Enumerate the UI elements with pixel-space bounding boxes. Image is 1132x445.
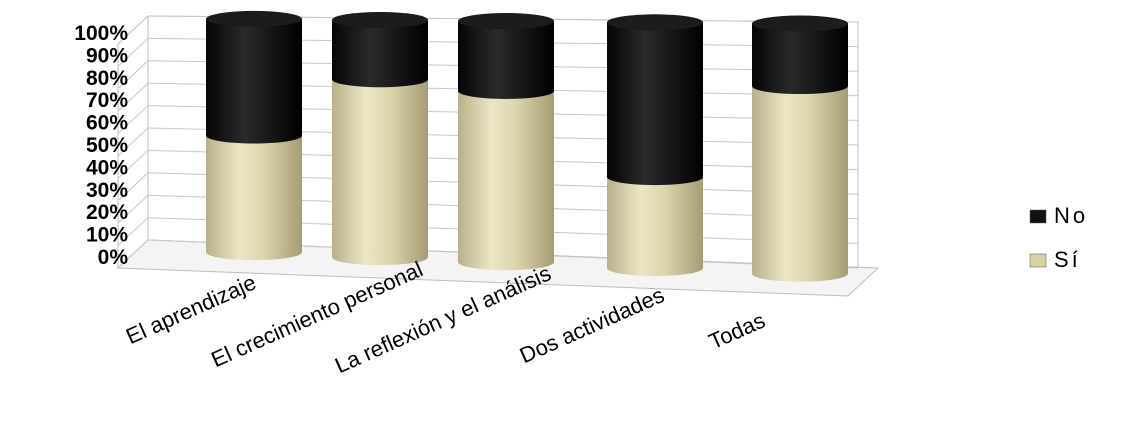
bar-si [458, 90, 554, 271]
y-tick-label: 90% [86, 44, 128, 67]
bar-cap [607, 14, 703, 31]
y-tick-label: 30% [86, 179, 128, 202]
gridline-side [117, 194, 149, 224]
gridline-side [117, 239, 149, 269]
x-tick-label: Todas [705, 308, 769, 355]
legend-swatch [1029, 253, 1047, 268]
bar-no [332, 19, 428, 88]
bar-group [206, 10, 302, 261]
bar-no [458, 21, 554, 99]
y-tick-label: 0% [98, 246, 129, 269]
bar-cap [332, 11, 428, 28]
bar-cap [752, 15, 848, 32]
bars [206, 10, 848, 282]
bar-group [607, 14, 703, 276]
legend: No Sí [1029, 203, 1088, 272]
gridline-side [117, 60, 149, 90]
bar-cap [458, 13, 554, 30]
bar-no [752, 23, 848, 95]
gridline-side [117, 105, 149, 134]
bar-group [458, 13, 554, 271]
legend-label: No [1054, 203, 1088, 228]
y-axis-ticks: 0%10%20%30%40%50%60%70%80%90%100% [74, 22, 128, 269]
gridline-side [117, 217, 149, 246]
bar-no [206, 18, 302, 144]
y-tick-label: 10% [86, 224, 128, 247]
x-tick-label: Dos actividades [516, 282, 668, 368]
y-tick-label: 40% [86, 156, 128, 179]
bar-si [607, 177, 703, 276]
gridline-side [117, 38, 149, 67]
y-tick-label: 80% [86, 67, 128, 90]
y-tick-label: 60% [86, 112, 128, 135]
legend-label: Sí [1054, 247, 1081, 272]
bar-si [332, 79, 428, 266]
y-tick-label: 70% [86, 89, 128, 112]
y-tick-label: 100% [74, 22, 128, 45]
gridline-side [117, 127, 149, 157]
bar-group [332, 11, 428, 266]
bar-group [752, 15, 848, 282]
bar-cap [206, 10, 302, 27]
gridline-side [117, 172, 149, 202]
bar-no [607, 22, 703, 186]
y-tick-label: 50% [86, 134, 128, 157]
bar-si [206, 135, 302, 261]
gridline-side [117, 150, 149, 179]
gridline-side [117, 82, 149, 112]
gridline-side [117, 15, 149, 45]
bar-si [752, 86, 848, 282]
legend-swatch [1029, 209, 1047, 224]
y-tick-label: 20% [86, 201, 128, 224]
